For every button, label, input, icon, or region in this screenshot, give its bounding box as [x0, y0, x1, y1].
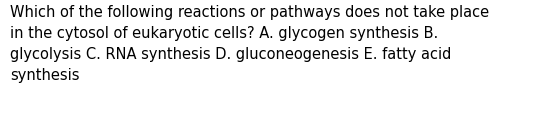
Text: Which of the following reactions or pathways does not take place
in the cytosol : Which of the following reactions or path…	[10, 5, 489, 83]
